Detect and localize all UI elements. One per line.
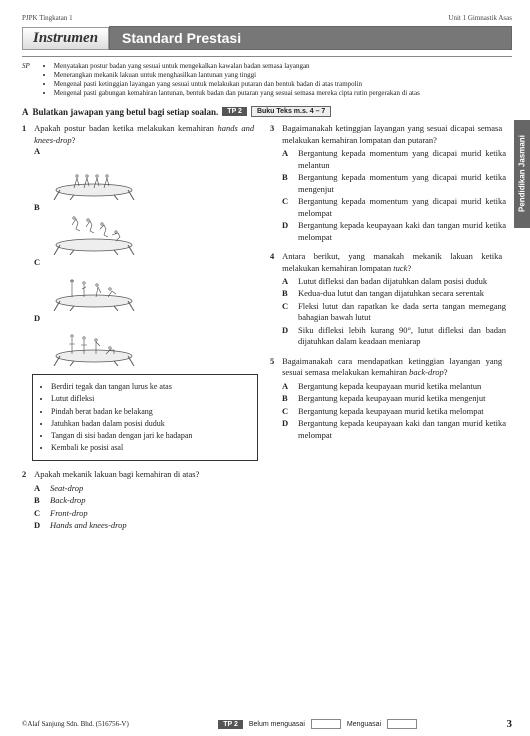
note-item: Berdiri tegak dan tangan lurus ke atas — [51, 381, 249, 392]
top-left: PJPK Tingkatan 1 — [22, 14, 73, 22]
options: ASeat-drop BBack-drop CFront-drop DHands… — [34, 483, 258, 532]
footer-belum: Belum menguasai — [249, 721, 305, 728]
question-1: 1 Apakah postur badan ketika melakukan k… — [22, 123, 258, 366]
options: ABergantung kepada keupayaan murid ketik… — [282, 381, 506, 441]
question-4: 4 Antara berikut, yang manakah mekanik l… — [270, 251, 506, 348]
footer: ©Alaf Sanjung Sdn. Bhd. (516756-V) TP 2 … — [22, 718, 512, 730]
rule — [22, 56, 512, 57]
left-column: 1 Apakah postur badan ketika melakukan k… — [22, 123, 258, 539]
footer-meng: Menguasai — [347, 721, 381, 728]
section-a-text: Bulatkan jawapan yang betul bagi setiap … — [33, 107, 219, 117]
q-text: Bagaimanakah cara mendapatkan ketinggian… — [282, 356, 502, 379]
section-a-label: A — [22, 107, 29, 117]
options: ABergantung kepada momentum yang dicapai… — [282, 148, 506, 243]
q-number: 2 — [22, 469, 32, 480]
footer-status: TP 2 Belum menguasai Menguasai — [218, 719, 417, 729]
sp-item: Menerangkan mekanik lakuan untuk menghas… — [54, 71, 502, 80]
q-text: Apakah postur badan ketika melakukan kem… — [34, 123, 254, 146]
trampoline-figure-b — [44, 215, 144, 255]
sp-item: Menyatakan postur badan yang sesuai untu… — [54, 62, 502, 71]
top-right: Unit 1 Gimnastik Asas — [448, 14, 512, 22]
header-bar: Instrumen Standard Prestasi — [22, 26, 512, 50]
note-item: Tangan di sisi badan dengan jari ke hada… — [51, 430, 249, 441]
q-number: 5 — [270, 356, 280, 367]
sp-list: Menyatakan postur badan yang sesuai untu… — [42, 62, 502, 98]
columns: 1 Apakah postur badan ketika melakukan k… — [22, 123, 512, 539]
q-number: 1 — [22, 123, 32, 134]
question-5: 5 Bagaimanakah cara mendapatkan ketinggi… — [270, 356, 506, 441]
header-instrumen: Instrumen — [22, 27, 109, 50]
page-number: 3 — [507, 718, 513, 730]
options: ALutut difleksi dan badan dijatuhkan dal… — [282, 276, 506, 348]
footer-tp: TP 2 — [218, 720, 243, 729]
question-3: 3 Bagaimanakah ketinggian layangan yang … — [270, 123, 506, 243]
note-box: Berdiri tegak dan tangan lurus ke atas L… — [32, 374, 258, 461]
worksheet-page: PJPK Tingkatan 1 Unit 1 Gimnastik Asas I… — [0, 0, 530, 736]
header-standard: Standard Prestasi — [109, 26, 512, 50]
sp-item: Mengenal pasti ketinggian layangan yang … — [54, 80, 502, 89]
option-b-label: B — [34, 202, 258, 213]
option-c-label: C — [34, 257, 258, 268]
note-item: Lutut difleksi — [51, 393, 249, 404]
q-text: Apakah mekanik lakuan bagi kemahiran di … — [34, 469, 254, 480]
question-2: 2 Apakah mekanik lakuan bagi kemahiran d… — [22, 469, 258, 531]
section-a: A Bulatkan jawapan yang betul bagi setia… — [22, 106, 512, 117]
top-line: PJPK Tingkatan 1 Unit 1 Gimnastik Asas — [22, 14, 512, 22]
q-text: Antara berikut, yang manakah mekanik lak… — [282, 251, 502, 274]
note-item: Kembali ke posisi asal — [51, 442, 249, 453]
q-number: 4 — [270, 251, 280, 262]
side-tab: Pendidikan Jasmani — [514, 120, 530, 228]
tp-badge: TP 2 — [222, 107, 247, 116]
right-column: 3 Bagaimanakah ketinggian layangan yang … — [270, 123, 506, 539]
sp-label: SP — [22, 62, 40, 71]
trampoline-figure-a — [44, 160, 144, 200]
trampoline-figure-c — [44, 271, 144, 311]
q-text: Bagaimanakah ketinggian layangan yang se… — [282, 123, 502, 146]
checkbox-belum[interactable] — [311, 719, 341, 729]
q-number: 3 — [270, 123, 280, 134]
option-a-label: A — [34, 146, 258, 157]
sp-block: SP Menyatakan postur badan yang sesuai u… — [22, 62, 512, 98]
option-d-label: D — [34, 313, 258, 324]
sp-item: Mengenal pasti gabungan kemahiran lantun… — [54, 89, 502, 98]
trampoline-figure-d — [44, 326, 144, 366]
note-item: Pindah berat badan ke belakang — [51, 406, 249, 417]
copyright: ©Alaf Sanjung Sdn. Bhd. (516756-V) — [22, 720, 129, 728]
note-item: Jatuhkan badan dalam posisi duduk — [51, 418, 249, 429]
book-badge: Buku Teks m.s. 4 – 7 — [251, 106, 331, 117]
checkbox-meng[interactable] — [387, 719, 417, 729]
